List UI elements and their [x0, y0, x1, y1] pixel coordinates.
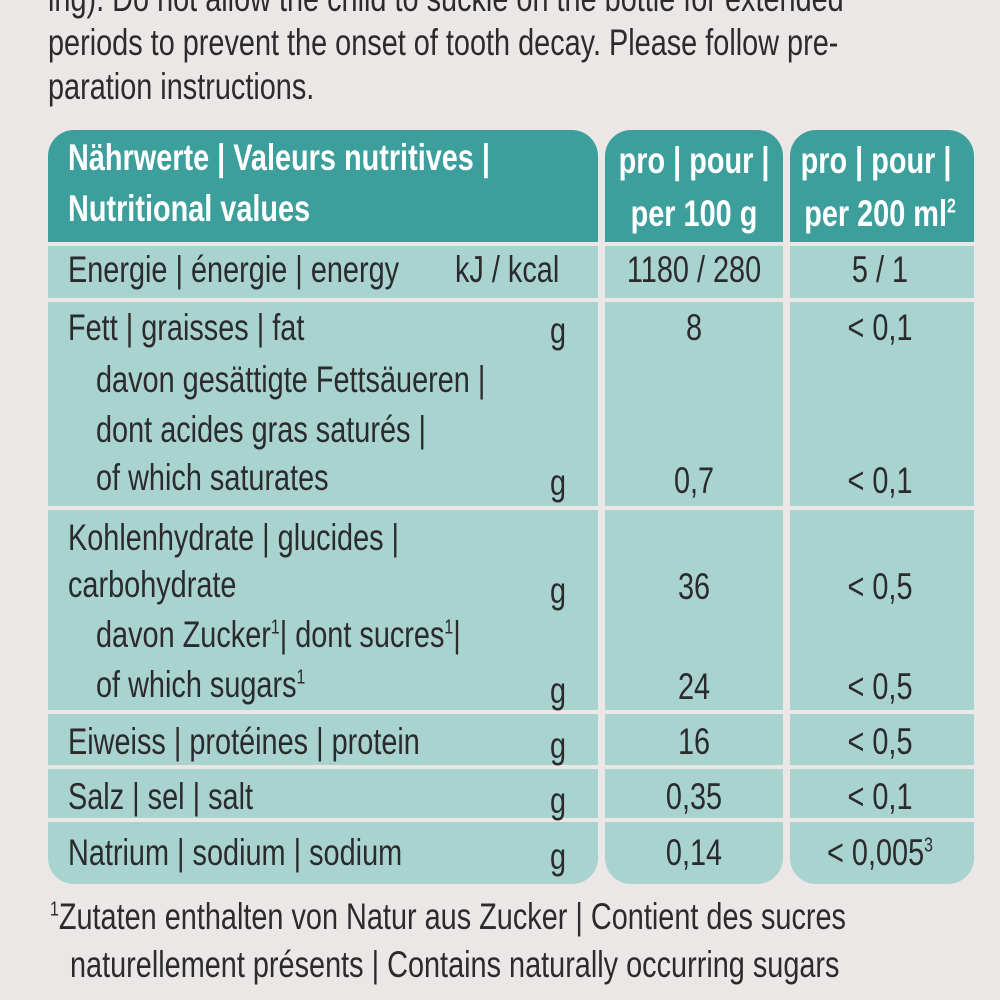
row-carbs-label-2: carbohydrate — [68, 564, 237, 605]
row-protein-unit: g — [550, 725, 567, 766]
row-sodium-label: Natrium | sodium | sodium — [68, 832, 403, 873]
row-sugars-label-2: of which sugars1 — [96, 664, 305, 706]
footnote-marker: 1 — [50, 898, 59, 921]
row-protein-per200: < 0,5 — [847, 721, 913, 762]
row-sugars-unit: g — [550, 670, 567, 711]
row-saturates-per100: 0,7 — [673, 460, 715, 501]
divider — [48, 506, 974, 510]
row-sugars-per200: < 0,5 — [847, 666, 913, 707]
intro-line-0: ing). Do not allow the child to suckle o… — [48, 0, 844, 20]
header-per200-text: per 200 ml — [804, 193, 947, 234]
row-sodium-per200: < 0,0053 — [827, 832, 933, 874]
row-sugars-label-1: davon Zucker1| dont sucres1| — [96, 614, 461, 656]
header-per100-cell — [605, 130, 783, 242]
header-label-line2: Nutritional values — [68, 188, 311, 229]
header-per100-line2: per 100 g — [630, 193, 758, 234]
row-fat-label: Fett | graisses | fat — [68, 307, 305, 348]
row-carbs-unit: g — [550, 570, 567, 611]
footnote-ref: 3 — [924, 834, 933, 857]
footnote-ref: 1 — [270, 616, 280, 639]
row-energy-label: Energie | énergie | energy — [68, 249, 400, 290]
row-energy-per200: 5 / 1 — [851, 249, 909, 290]
row-carbs-per200: < 0,5 — [847, 566, 913, 607]
footnote-ref: 1 — [444, 616, 454, 639]
header-label-cell — [48, 130, 598, 242]
row-energy-per100: 1180 / 280 — [626, 249, 762, 290]
intro-line-2: paration instructions. — [48, 66, 315, 107]
footnote-line1: 1Zutaten enthalten von Natur aus Zucker … — [50, 896, 846, 938]
row-saturates-label-2: dont acides gras saturés | — [96, 409, 426, 450]
row-fat-per200: < 0,1 — [847, 307, 913, 348]
divider — [48, 818, 974, 822]
footnote-ref: 1 — [296, 666, 306, 689]
row-protein-per100: 16 — [677, 721, 711, 762]
row-sodium-unit: g — [550, 836, 567, 877]
row-saturates-label-1: davon gesättigte Fettsäueren | — [96, 359, 486, 400]
row-saturates-unit: g — [550, 462, 567, 503]
header-per100-line1: pro | pour | — [618, 140, 770, 181]
divider — [48, 242, 974, 246]
label-part: of which sugars — [96, 664, 297, 705]
row-saturates-label-3: of which saturates — [96, 457, 329, 498]
divider — [48, 710, 974, 714]
header-per200-cell — [790, 130, 974, 242]
row-fat-per100: 8 — [685, 307, 703, 348]
row-sugars-per100: 24 — [677, 666, 711, 707]
label-part: | — [453, 614, 461, 655]
divider — [48, 765, 974, 769]
intro-line-1: periods to prevent the onset of tooth de… — [48, 22, 839, 63]
row-salt-unit: g — [550, 780, 567, 821]
row-saturates-per200: < 0,1 — [847, 460, 913, 501]
row-salt-label: Salz | sel | salt — [68, 776, 254, 817]
row-protein-label: Eiweiss | protéines | protein — [68, 721, 420, 762]
body-per200-column — [790, 242, 974, 884]
label-part: davon Zucker — [96, 614, 271, 655]
row-energy-unit: kJ / kcal — [455, 249, 560, 290]
row-salt-per100: 0,35 — [665, 776, 723, 817]
header-per200-line2: per 200 ml2 — [804, 193, 956, 235]
row-carbs-per100: 36 — [677, 566, 711, 607]
row-carbs-label-1: Kohlenhydrate | glucides | — [68, 517, 400, 558]
footnote-ref: 2 — [946, 195, 956, 218]
divider — [48, 298, 974, 302]
header-label-line1: Nährwerte | Valeurs nutritives | — [68, 137, 490, 178]
label-part: | dont sucres — [279, 614, 445, 655]
footnote-line2: naturellement présents | Contains natura… — [70, 944, 840, 985]
body-per100-column — [605, 242, 783, 884]
row-fat-unit: g — [550, 310, 567, 351]
row-salt-per200: < 0,1 — [847, 776, 913, 817]
body-label-column — [48, 242, 598, 884]
value: < 0,005 — [827, 832, 925, 873]
footnote-text: Zutaten enthalten von Natur aus Zucker |… — [58, 896, 846, 937]
header-per200-line1: pro | pour | — [800, 140, 952, 181]
row-sodium-per100: 0,14 — [665, 832, 723, 873]
